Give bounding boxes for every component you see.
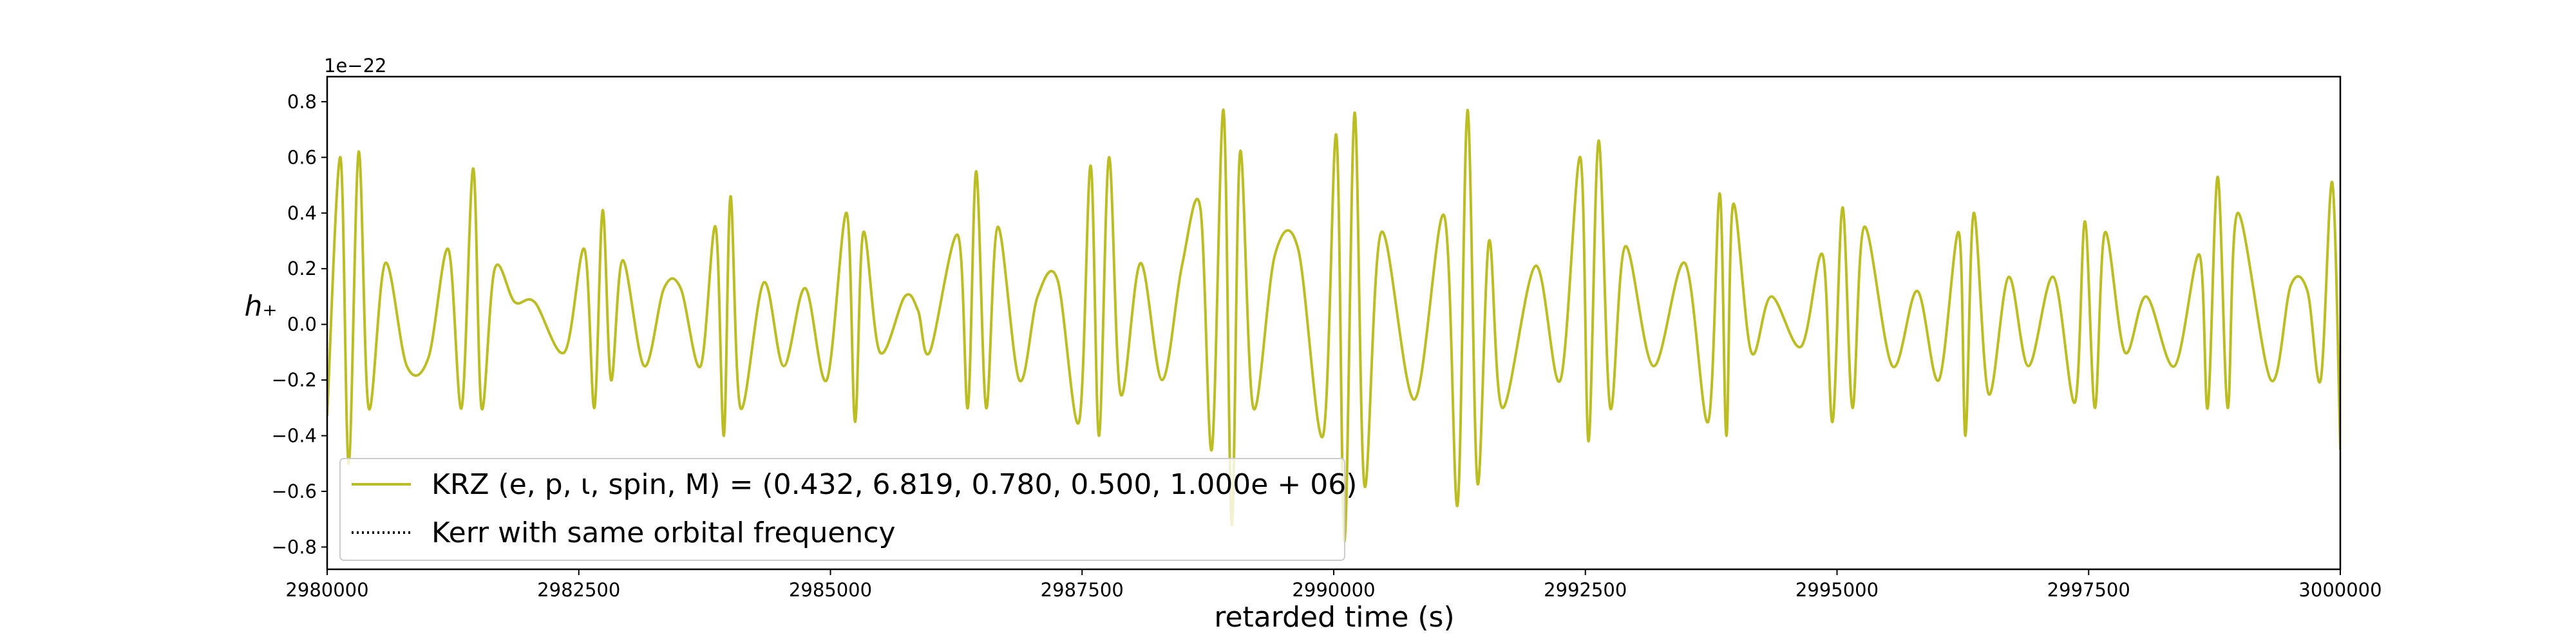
legend-label: KRZ (e, p, ι, spin, M) = (0.432, 6.819, … [431, 468, 1357, 501]
y-tick-label: −0.8 [272, 536, 317, 558]
x-tick-label: 2985000 [789, 579, 872, 601]
x-tick-label: 2997500 [2047, 579, 2130, 601]
x-tick-label: 2982500 [537, 579, 620, 601]
x-tick-label: 2995000 [1795, 579, 1879, 601]
data-line [327, 108, 2340, 543]
offset-label: 1e−22 [324, 55, 387, 77]
y-tick-label: −0.6 [272, 480, 317, 502]
legend: KRZ (e, p, ι, spin, M) = (0.432, 6.819, … [339, 458, 1357, 561]
x-axis-label: retarded time (s) [1214, 601, 1454, 634]
y-tick-label: 0.4 [287, 202, 317, 224]
legend-box [339, 458, 1345, 561]
legend-label: Kerr with same orbital frequency [431, 516, 896, 549]
y-tick-label: −0.2 [272, 369, 317, 391]
x-tick-label: 2980000 [285, 579, 368, 601]
y-axis-label: h₊ [244, 290, 277, 323]
x-tick-label: 2987500 [1041, 579, 1124, 601]
y-tick-label: 0.0 [287, 314, 317, 336]
x-tick-label: 2990000 [1292, 579, 1375, 601]
x-tick-label: 2992500 [1544, 579, 1627, 601]
y-tick-label: 0.8 [287, 91, 317, 113]
y-tick-label: −0.4 [272, 425, 317, 447]
y-tick-label: 0.2 [287, 258, 317, 279]
plot-frame [326, 75, 2342, 571]
y-tick-label: 0.6 [287, 146, 317, 168]
x-tick-label: 3000000 [2298, 579, 2382, 601]
